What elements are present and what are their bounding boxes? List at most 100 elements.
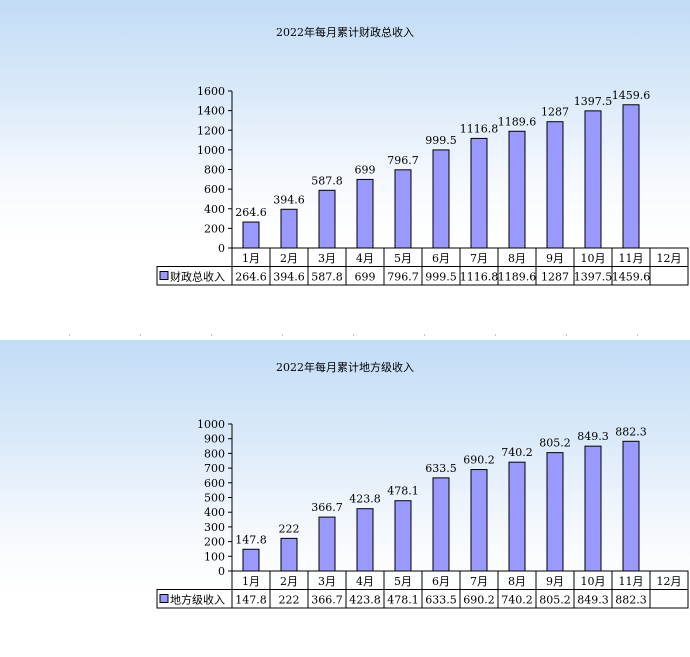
y-tick-label: 900 (204, 433, 225, 446)
y-tick-label: 200 (204, 222, 225, 235)
table-value: 699 (355, 271, 376, 284)
data-label: 796.7 (387, 154, 419, 167)
x-tick-label: 9月 (546, 575, 564, 588)
table-value: 690.2 (463, 594, 495, 607)
x-tick-label: 3月 (318, 575, 336, 588)
bar (432, 149, 450, 249)
bar (470, 469, 488, 572)
legend-swatch (159, 271, 169, 280)
legend-label: 地方级收入 (170, 593, 225, 607)
bar (318, 189, 336, 249)
bar (394, 500, 412, 572)
data-label: 690.2 (463, 454, 495, 467)
x-tick-label: 9月 (546, 252, 564, 265)
bar (584, 110, 602, 249)
table-value: 999.5 (425, 271, 457, 284)
table-value: 423.8 (349, 594, 381, 607)
x-tick-label: 5月 (394, 252, 412, 265)
x-tick-label: 10月 (581, 252, 606, 265)
bar (470, 137, 488, 249)
data-label: 699 (355, 163, 376, 176)
y-tick-label: 1400 (197, 105, 225, 118)
x-tick-label: 12月 (657, 252, 682, 265)
bar (584, 445, 602, 572)
table-value: 587.8 (311, 271, 343, 284)
bar (622, 440, 640, 572)
y-tick-label: 1600 (197, 85, 225, 98)
y-tick-label: 0 (218, 565, 225, 578)
y-tick-label: 600 (204, 477, 225, 490)
y-tick-label: 700 (204, 462, 225, 475)
table-value: 366.7 (311, 594, 343, 607)
local-revenue-chart-panel: 2022年每月累计地方级收入 0 100 200 300 400 500 600 700 800 9… (0, 340, 690, 657)
table-value: 1287 (541, 271, 569, 284)
x-tick-label: 1月 (242, 252, 260, 265)
data-label: 222 (279, 522, 300, 535)
data-label: 1459.6 (612, 89, 651, 102)
chart-title: 2022年每月累计地方级收入 (276, 360, 414, 374)
bar (280, 537, 298, 572)
chart-title: 2022年每月累计财政总收入 (276, 25, 414, 39)
x-tick-label: 2月 (280, 252, 298, 265)
table-value: 1459.6 (612, 271, 651, 284)
legend-swatch (159, 594, 169, 603)
x-tick-label: 11月 (619, 252, 644, 265)
x-tick-label: 8月 (508, 575, 526, 588)
bar (546, 121, 564, 249)
x-tick-label: 6月 (432, 575, 450, 588)
y-tick-label: 100 (204, 550, 225, 563)
x-tick-label: 4月 (356, 575, 374, 588)
table-value: 849.3 (577, 594, 609, 607)
table-value: 147.8 (235, 594, 267, 607)
data-label: 394.6 (273, 193, 305, 206)
data-label: 740.2 (501, 446, 533, 459)
legend-label: 财政总收入 (170, 270, 225, 284)
y-tick-label: 300 (204, 521, 225, 534)
x-tick-label: 11月 (619, 575, 644, 588)
data-label: 1189.6 (498, 115, 537, 128)
x-tick-label: 1月 (242, 575, 260, 588)
bar (394, 169, 412, 249)
revenue-chart-panel: 2022年每月累计财政总收入 0 200 400 600 800 1000 1200 1400 1… (0, 0, 690, 300)
data-label: 587.8 (311, 174, 343, 187)
total-revenue-chart: 2022年每月累计财政总收入 0 200 400 600 800 1000 1200 1400 1… (156, 25, 689, 286)
y-tick-label: 400 (204, 203, 225, 216)
data-label: 1116.8 (460, 122, 499, 135)
x-tick-label: 2月 (280, 575, 298, 588)
bar (356, 178, 374, 249)
x-tick-label: 6月 (432, 252, 450, 265)
bar (432, 477, 450, 572)
table-value: 882.3 (615, 594, 647, 607)
x-tick-label: 10月 (581, 575, 606, 588)
y-tick-label: 400 (204, 506, 225, 519)
x-tick-label: 7月 (470, 252, 488, 265)
y-tick-label: 800 (204, 447, 225, 460)
bar (508, 130, 526, 249)
y-tick-label: 1200 (197, 124, 225, 137)
x-tick-label: 12月 (657, 575, 682, 588)
data-label: 805.2 (539, 437, 571, 450)
data-label: 1397.5 (574, 95, 613, 108)
data-label: 999.5 (425, 134, 457, 147)
table-value: 394.6 (273, 271, 305, 284)
x-tick-label: 3月 (318, 252, 336, 265)
data-label: 366.7 (311, 501, 343, 514)
y-tick-label: 500 (204, 492, 225, 505)
table-value: 1116.8 (460, 271, 499, 284)
table-value: 805.2 (539, 594, 571, 607)
x-tick-label: 5月 (394, 575, 412, 588)
y-tick-label: 1000 (197, 418, 225, 431)
bar (242, 221, 260, 249)
table-value: 222 (279, 594, 300, 607)
y-tick-label: 200 (204, 536, 225, 549)
separator-dots (69, 334, 638, 336)
y-tick-label: 600 (204, 183, 225, 196)
table-value: 1397.5 (574, 271, 613, 284)
data-label: 882.3 (615, 425, 647, 438)
table-value: 633.5 (425, 594, 457, 607)
bar (356, 508, 374, 572)
bar (280, 208, 298, 249)
x-tick-label: 7月 (470, 575, 488, 588)
bar (508, 461, 526, 572)
table-value: 796.7 (387, 271, 419, 284)
